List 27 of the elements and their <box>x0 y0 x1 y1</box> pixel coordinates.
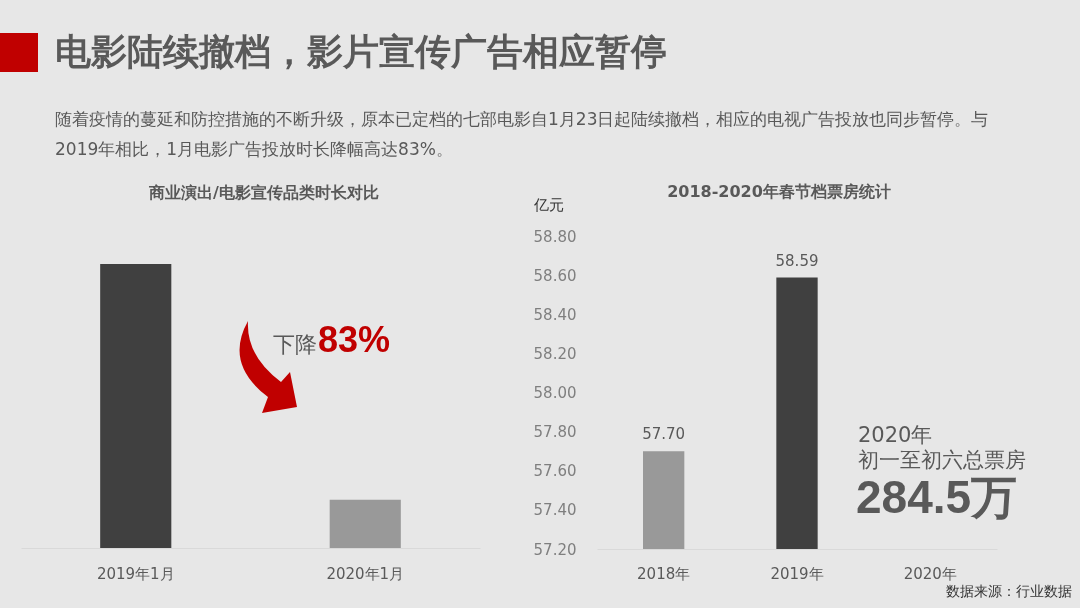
annotation: 2020年 <box>858 422 933 447</box>
x-tick-label: 2019年 <box>770 564 824 583</box>
annotation: 83% <box>318 319 391 360</box>
y-tick-label: 57.60 <box>533 462 577 481</box>
data-label: 57.70 <box>642 425 686 444</box>
annotation: 初一至初六总票房 <box>858 448 1026 472</box>
x-tick-label: 2020年 <box>903 564 957 583</box>
source-note: 数据来源：行业数据 <box>946 583 1072 599</box>
text: 随着疫情的蔓延和防控措施的不断升级，原本已定档的七部电影自1月23日起陆续撤档，相应的电视广告投放也同步暂停。与2019年相比，1月电影广告投放时长降幅高达83%。 <box>55 108 990 161</box>
y-tick-label: 57.80 <box>533 423 577 442</box>
data-label: 58.59 <box>775 251 819 270</box>
y-tick-label: 58.40 <box>533 306 577 325</box>
y-tick-label: 58.20 <box>533 345 577 364</box>
y-tick-label: 57.20 <box>533 540 577 559</box>
y-tick-label: 58.80 <box>533 228 577 246</box>
y-tick-label: 57.40 <box>533 501 577 520</box>
annotation: 下降 <box>272 332 317 357</box>
x-tick-label: 2018年 <box>637 564 691 583</box>
x-tick-label: 2020年1月 <box>326 564 405 583</box>
x-tick-label: 2019年1月 <box>96 564 175 583</box>
annotation: 284.5万 <box>856 471 1018 523</box>
y-axis-title: 亿元 <box>532 196 564 214</box>
chart-title: 2018-2020年春节档票房统计 <box>667 181 891 201</box>
chart-title: 商业演出/电影宣传品类时长对比 <box>148 182 379 202</box>
y-tick-label: 58.00 <box>533 384 577 403</box>
text: 电影陆续撤档，影片宣传广告相应暂停 <box>55 31 667 72</box>
y-tick-label: 58.60 <box>533 267 577 286</box>
